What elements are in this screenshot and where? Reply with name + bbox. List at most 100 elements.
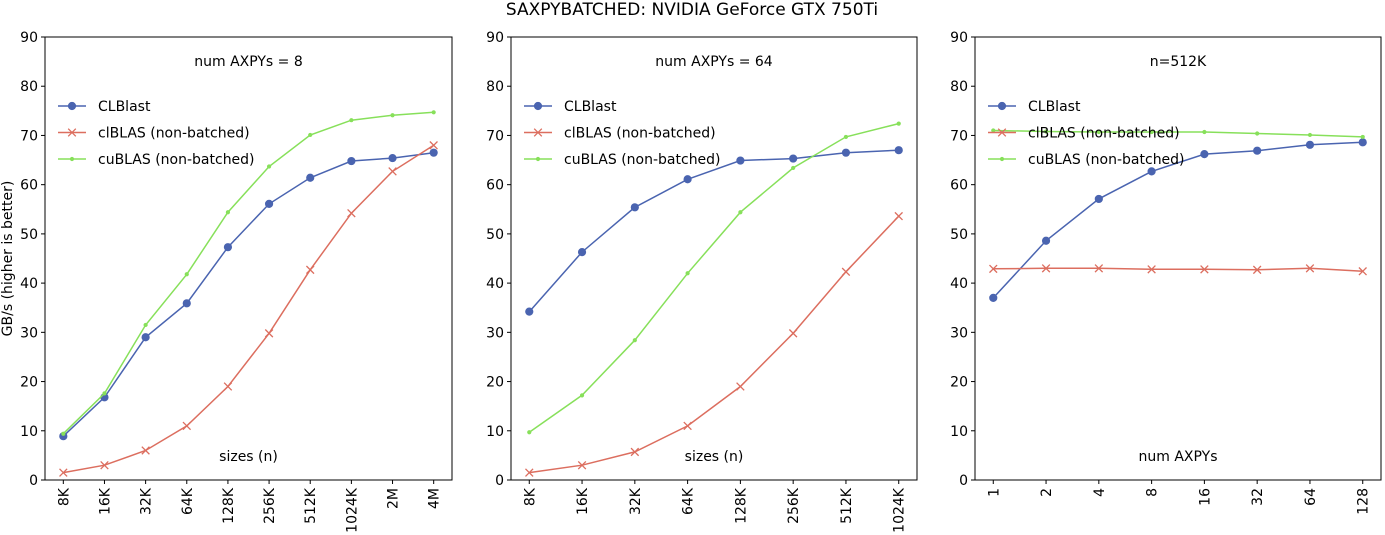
x-tick-label: 4 bbox=[1092, 488, 1108, 497]
data-point bbox=[347, 156, 356, 166]
x-tick-label: 1024K bbox=[344, 487, 360, 533]
data-point bbox=[841, 148, 851, 157]
figure-title: SAXPYBATCHED: NVIDIA GeForce GTX 750Ti bbox=[506, 0, 878, 20]
plot-frame bbox=[510, 36, 918, 481]
data-point bbox=[1358, 138, 1367, 147]
data-point bbox=[843, 134, 849, 140]
data-point bbox=[577, 248, 587, 257]
series-line bbox=[63, 144, 435, 474]
x-tick-label: 16 bbox=[1197, 488, 1213, 506]
data-point bbox=[894, 211, 903, 221]
y-tick-label: 40 bbox=[20, 276, 38, 292]
data-point bbox=[306, 173, 315, 182]
x-tick-label: 8 bbox=[1145, 488, 1161, 497]
y-tick-label: 10 bbox=[950, 424, 968, 440]
data-point bbox=[1307, 132, 1313, 138]
x-tick-label: 1 bbox=[986, 488, 1002, 497]
data-point bbox=[788, 329, 798, 338]
data-point bbox=[1360, 134, 1365, 140]
data-point bbox=[388, 167, 397, 176]
data-point bbox=[349, 118, 354, 123]
series-line bbox=[993, 267, 1363, 273]
legend-marker bbox=[69, 156, 75, 162]
data-point bbox=[182, 299, 191, 308]
series-line bbox=[529, 215, 900, 474]
x-axis-label: sizes (n) bbox=[685, 449, 744, 465]
data-point bbox=[1255, 131, 1260, 136]
data-point bbox=[1200, 150, 1209, 159]
series-cublas bbox=[991, 128, 1365, 140]
y-tick-label: 70 bbox=[486, 128, 504, 144]
series-line bbox=[992, 141, 1363, 299]
y-tick-label: 20 bbox=[20, 375, 38, 391]
chart-panel-2: 0 10 20 30 40 50 60 70 80 90 8K 16K 32K 64K 128K 256K 51… bbox=[486, 30, 918, 533]
data-point bbox=[525, 307, 534, 316]
data-point bbox=[841, 267, 851, 277]
data-point bbox=[736, 156, 745, 165]
x-tick-label: 8K bbox=[56, 487, 72, 506]
y-tick-label: 20 bbox=[950, 375, 968, 391]
y-tick-label: 50 bbox=[950, 227, 968, 243]
data-point bbox=[182, 421, 192, 431]
legend: CLBlast clBLAS (non-batched) cuBLAS (non-b… bbox=[524, 99, 721, 168]
data-point bbox=[388, 153, 397, 163]
y-tick-label: 90 bbox=[20, 30, 38, 46]
y-tick-label: 50 bbox=[486, 227, 504, 243]
panel-annotation: num AXPYs = 64 bbox=[655, 54, 773, 70]
legend-label: clBLAS (non-batched) bbox=[98, 126, 250, 142]
plot-frame bbox=[44, 36, 453, 481]
data-point bbox=[1202, 129, 1207, 135]
x-tick-label: 2 bbox=[1039, 488, 1055, 497]
x-tick-label: 64K bbox=[180, 487, 196, 515]
data-point bbox=[1252, 265, 1262, 275]
x-tick-label: 128K bbox=[733, 487, 749, 524]
data-point bbox=[1358, 267, 1367, 276]
y-tick-label: 0 bbox=[29, 473, 38, 489]
data-point bbox=[896, 121, 901, 126]
data-point bbox=[736, 382, 745, 391]
legend-label: cuBLAS (non-batched) bbox=[564, 152, 721, 168]
y-tick-label: 10 bbox=[486, 424, 504, 440]
x-tick-label: 8K bbox=[522, 487, 538, 506]
y-tick-label: 50 bbox=[20, 227, 38, 243]
x-tick-label: 32K bbox=[139, 487, 155, 515]
data-point bbox=[527, 430, 532, 435]
data-point bbox=[1253, 146, 1262, 155]
legend-label: cuBLAS (non-batched) bbox=[1028, 152, 1185, 168]
legend-label: clBLAS (non-batched) bbox=[1028, 126, 1180, 142]
series-line bbox=[62, 111, 434, 435]
legend-marker bbox=[533, 128, 543, 137]
data-point bbox=[102, 391, 107, 396]
y-tick-label: 0 bbox=[959, 473, 968, 489]
data-point bbox=[141, 446, 150, 455]
data-point bbox=[989, 264, 998, 274]
data-point bbox=[308, 132, 313, 138]
legend-marker bbox=[67, 128, 77, 137]
y-tick-label: 90 bbox=[486, 30, 504, 46]
y-tick-label: 80 bbox=[20, 79, 38, 95]
x-tick-label: 128 bbox=[1356, 488, 1372, 515]
data-point bbox=[59, 468, 68, 477]
data-point bbox=[579, 393, 585, 398]
data-point bbox=[1094, 264, 1104, 273]
data-point bbox=[1305, 264, 1315, 273]
data-point bbox=[431, 110, 436, 115]
chart-panel-1: 0 10 20 30 40 50 60 70 80 90 8K 16K 32K 64K 128K 256K 51… bbox=[0, 30, 453, 533]
series-clblas bbox=[989, 264, 1367, 276]
legend-marker bbox=[67, 101, 77, 111]
y-tick-label: 20 bbox=[486, 375, 504, 391]
data-point bbox=[1200, 265, 1209, 274]
data-point bbox=[429, 148, 438, 157]
data-point bbox=[1043, 129, 1049, 134]
series-line bbox=[528, 122, 899, 433]
x-tick-label: 16K bbox=[97, 487, 113, 515]
legend-label: CLBlast bbox=[564, 99, 617, 115]
legend-label: clBLAS (non-batched) bbox=[564, 126, 716, 142]
data-point bbox=[738, 210, 743, 215]
data-point bbox=[1147, 265, 1156, 274]
data-point bbox=[989, 293, 998, 302]
y-tick-label: 10 bbox=[20, 424, 38, 440]
data-point bbox=[184, 272, 189, 277]
data-point bbox=[61, 431, 66, 436]
